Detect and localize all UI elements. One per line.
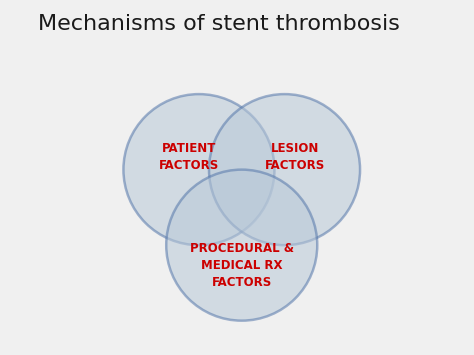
Circle shape [209, 94, 360, 245]
Text: PROCEDURAL &
MEDICAL RX
FACTORS: PROCEDURAL & MEDICAL RX FACTORS [190, 242, 294, 289]
Circle shape [123, 94, 274, 245]
Text: PATIENT
FACTORS: PATIENT FACTORS [159, 142, 219, 172]
Circle shape [166, 170, 317, 321]
Text: Mechanisms of stent thrombosis: Mechanisms of stent thrombosis [38, 14, 400, 34]
Text: LESION
FACTORS: LESION FACTORS [264, 142, 325, 172]
